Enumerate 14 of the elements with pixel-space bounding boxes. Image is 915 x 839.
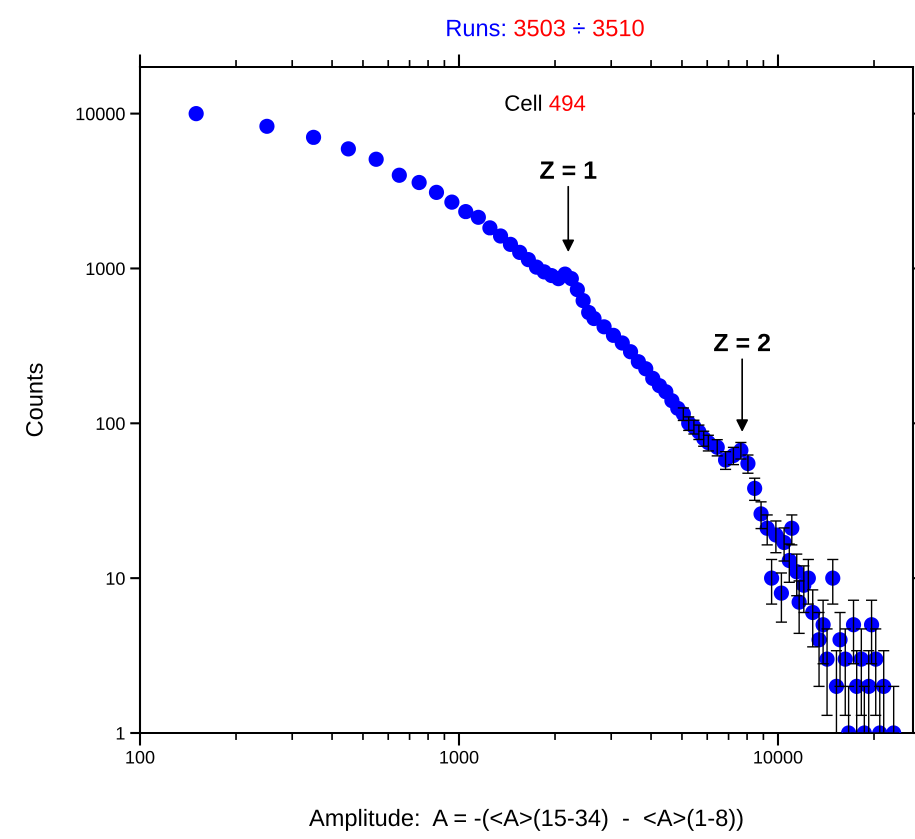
annotation: Cell 494	[505, 94, 586, 111]
y-tick-label: 10000	[76, 108, 125, 120]
annotation: Z = 2	[714, 334, 770, 352]
y-tick-label: 10	[106, 572, 125, 585]
annotation: Z = 1	[540, 161, 596, 179]
y-tick-label: 1	[116, 727, 125, 740]
x-axis-title: Amplitude: A = -(<A>(15-34) - <A>(1-8))	[309, 808, 743, 831]
y-tick-label: 1000	[86, 262, 125, 276]
x-tick-label: 1000	[440, 750, 478, 764]
y-axis-title: Counts	[26, 363, 43, 436]
chart-title: Runs: 3503 ÷ 3510	[447, 20, 644, 36]
y-tick-label: 100	[96, 417, 125, 430]
x-tick-label: 100	[126, 750, 154, 764]
x-tick-label: 10000	[754, 750, 802, 764]
